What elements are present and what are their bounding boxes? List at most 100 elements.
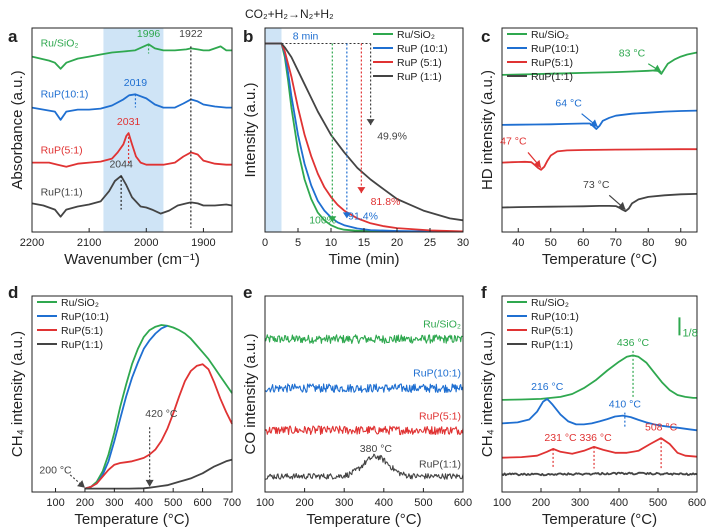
series-line-f-3 [501, 471, 698, 477]
x-tick-label-c-5: 90 [675, 237, 687, 249]
x-tick-label-b-0: 0 [262, 237, 268, 249]
arrowhead-b-1 [357, 187, 366, 194]
annotation-text-b-0: 8 min [293, 31, 319, 43]
series-label-a-2: RuP(5:1) [41, 144, 83, 156]
shaded-region-a [103, 28, 164, 232]
legend-label-d-0: Ru/SiO₂ [61, 297, 99, 309]
x-axis-label-c: Temperature (°C) [542, 251, 657, 268]
annotation-text-c-1: 64 °C [555, 98, 582, 110]
y-axis-label-d: CH₄ intensity (a.u.) [9, 331, 26, 457]
x-axis-label-f: Temperature (°C) [542, 511, 657, 528]
panel-label-a: a [8, 27, 18, 46]
legend-label-d-1: RuP(10:1) [61, 311, 109, 323]
scale-label-f: 1/8 [682, 327, 697, 339]
legend-b: Ru/SiO₂ RuP (10:1) RuP (5:1) RuP (1:1) [373, 29, 448, 83]
axes-frame-a [31, 27, 233, 233]
series-line-d-0 [84, 324, 233, 490]
x-tick-label-c-2: 60 [577, 237, 589, 249]
legend-label-c-1: RuP(10:1) [531, 43, 579, 55]
annotation-text-a-4: 2044 [109, 159, 133, 171]
annotation-text-f-5: 508 °C [645, 421, 678, 433]
annotation-text-a-2: 2019 [124, 77, 148, 89]
annotation-text-d-1: 420 °C [145, 408, 178, 420]
annotation-text-f-0: 436 °C [617, 337, 650, 349]
x-tick-label-b-6: 30 [457, 237, 469, 249]
x-tick-label-a-3: 1900 [191, 237, 215, 249]
x-tick-label-e-1: 200 [295, 497, 313, 509]
y-axis-label-b: Intensity (a.u.) [242, 82, 259, 177]
legend-d: Ru/SiO₂ RuP(10:1) RuP(5:1) RuP(1:1) [37, 297, 109, 351]
y-axis-label-f: CH₄ intensity (a.u.) [479, 331, 496, 457]
annotation-arrowhead-c-2 [533, 159, 541, 168]
annotation-text-b-1: 49.9% [377, 131, 407, 143]
annotation-arrowhead-d-1 [145, 479, 154, 487]
x-tick-label-d-0: 100 [46, 497, 64, 509]
x-tick-label-e-0: 100 [256, 497, 274, 509]
x-tick-label-e-3: 400 [375, 497, 393, 509]
annotation-arrowhead-c-0 [653, 64, 662, 72]
legend-label-b-0: Ru/SiO₂ [397, 29, 435, 41]
panel-label-b: b [243, 27, 253, 46]
panel-label-f: f [481, 283, 487, 302]
legend-label-b-3: RuP (1:1) [397, 71, 442, 83]
x-tick-label-f-2: 300 [571, 497, 589, 509]
x-tick-label-d-4: 500 [164, 497, 182, 509]
annotation-arrowhead-d-0 [77, 480, 85, 488]
legend-label-f-0: Ru/SiO₂ [531, 297, 569, 309]
x-tick-label-d-3: 400 [135, 497, 153, 509]
panel-c: 40 50 60 70 80 90 Temperature (°C) HD intensity… [479, 27, 698, 268]
series-line-f-2 [501, 437, 698, 459]
series-line-b-3 [265, 42, 464, 222]
x-tick-label-b-4: 20 [391, 237, 403, 249]
y-axis-label-c: HD intensity (a.u.) [479, 70, 496, 190]
y-axis-label-a: Absorbance (a.u.) [9, 70, 26, 189]
series-line-a-3 [31, 175, 233, 218]
series-label-e-1: RuP(10:1) [413, 367, 461, 379]
annotation-text-c-0: 83 °C [619, 48, 646, 60]
annotation-text-e-0: 380 °C [360, 443, 393, 455]
series-line-c-2 [501, 148, 697, 171]
panel-a: 2200 2100 2000 1900 Wavenumber (cm⁻¹) Absorba… [8, 27, 233, 268]
x-tick-label-c-0: 40 [512, 237, 524, 249]
x-tick-label-b-1: 5 [295, 237, 301, 249]
axes-frame-d [31, 295, 233, 493]
x-tick-label-f-3: 400 [610, 497, 628, 509]
panel-d: 100 200 300 400 500 600 700 Temperature (°C) CH₄… [8, 283, 241, 528]
annotation-text-f-2: 410 °C [609, 399, 642, 411]
panel-f: 100 200 300 400 500 600 Temperature (°C) CH₄ in… [479, 283, 706, 528]
legend-c: Ru/SiO₂ RuP(10:1) RuP(5:1) RuP(1:1) [507, 29, 579, 83]
figure-title: CO₂+H₂→N₂+H₂ [245, 7, 334, 21]
panel-label-c: c [481, 27, 490, 46]
legend-label-f-2: RuP(5:1) [531, 325, 573, 337]
legend-label-d-2: RuP(5:1) [61, 325, 103, 337]
annotation-text-f-1: 216 °C [531, 381, 564, 393]
x-axis-label-a: Wavenumber (cm⁻¹) [64, 251, 200, 268]
series-label-e-3: RuP(1:1) [419, 459, 461, 471]
axes-frame-c [501, 27, 698, 233]
axes-frame-e [264, 295, 464, 493]
panel-e: 100 200 300 400 500 600 Temperature (°C) CO int… [242, 283, 472, 528]
x-tick-label-d-2: 300 [105, 497, 123, 509]
annotation-text-d-0: 200 °C [39, 464, 72, 476]
annotation-text-b-2: 81.8% [371, 196, 401, 208]
series-line-e-2 [264, 425, 464, 436]
series-line-d-3 [84, 458, 233, 490]
x-tick-label-e-2: 300 [335, 497, 353, 509]
series-line-a-0 [31, 43, 232, 70]
arrowhead-b-2 [342, 212, 351, 219]
x-axis-label-e: Temperature (°C) [306, 511, 421, 528]
series-line-c-3 [501, 193, 698, 213]
series-label-a-3: RuP(1:1) [41, 186, 83, 198]
x-tick-label-c-1: 50 [545, 237, 557, 249]
arrowhead-b-0 [366, 119, 375, 126]
series-line-f-1 [501, 398, 698, 432]
x-axis-label-d: Temperature (°C) [74, 511, 189, 528]
x-tick-label-f-4: 500 [649, 497, 667, 509]
annotation-text-f-4: 336 °C [579, 432, 612, 444]
series-line-a-2 [32, 132, 232, 168]
series-line-f-0 [501, 354, 697, 401]
x-tick-label-c-3: 70 [610, 237, 622, 249]
x-tick-label-a-1: 2100 [77, 237, 101, 249]
legend-label-b-2: RuP (5:1) [397, 57, 442, 69]
